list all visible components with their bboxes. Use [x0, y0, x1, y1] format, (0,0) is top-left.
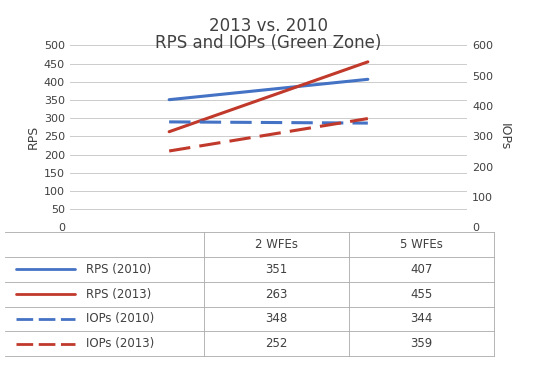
Text: 359: 359: [410, 337, 433, 350]
Text: 263: 263: [265, 288, 288, 301]
Y-axis label: RPS: RPS: [27, 124, 40, 149]
Text: RPS (2010): RPS (2010): [86, 263, 151, 276]
Text: 348: 348: [265, 312, 288, 326]
Text: 455: 455: [410, 288, 433, 301]
Text: IOPs (2010): IOPs (2010): [86, 312, 154, 326]
Text: 252: 252: [265, 337, 288, 350]
Text: IOPs (2013): IOPs (2013): [86, 337, 154, 350]
Text: 351: 351: [265, 263, 288, 276]
Text: RPS (2013): RPS (2013): [86, 288, 151, 301]
Text: 407: 407: [410, 263, 433, 276]
Text: RPS and IOPs (Green Zone): RPS and IOPs (Green Zone): [155, 34, 382, 52]
Text: 5 WFEs: 5 WFEs: [400, 238, 443, 251]
Text: 344: 344: [410, 312, 433, 326]
Y-axis label: IOPs: IOPs: [497, 123, 510, 150]
Text: 2013 vs. 2010: 2013 vs. 2010: [209, 17, 328, 35]
Text: 2 WFEs: 2 WFEs: [255, 238, 298, 251]
